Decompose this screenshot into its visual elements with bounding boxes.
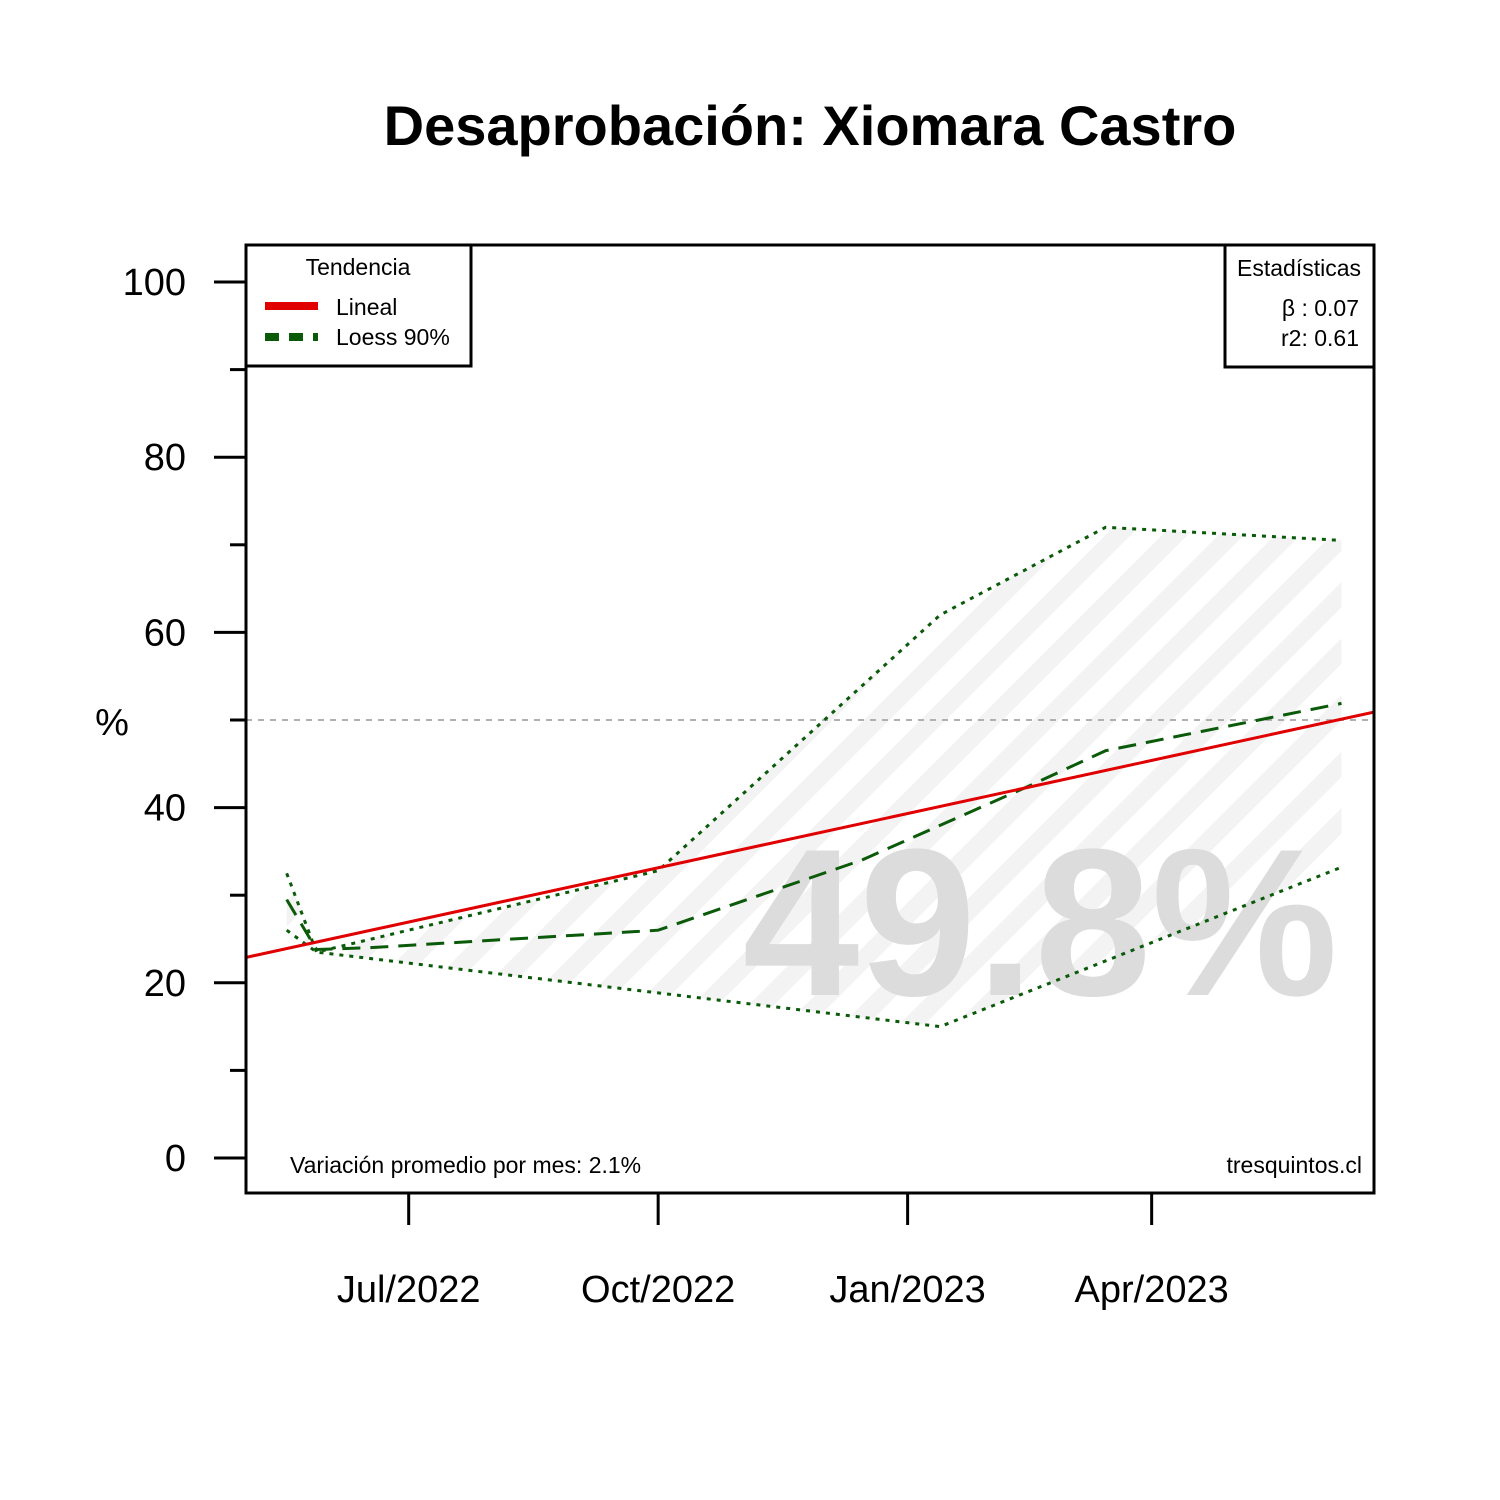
stats-box: Estadísticas β : 0.07 r2: 0.61: [1223, 243, 1376, 369]
x-tick-label-0: Jul/2022: [337, 1269, 481, 1311]
y-tick-label-40: 40: [144, 788, 186, 830]
legend-label-lineal: Lineal: [336, 294, 397, 320]
y-axis-label: %: [95, 702, 129, 744]
y-tick-label-100: 100: [123, 262, 186, 304]
legend-box: [244, 243, 473, 368]
x-tick-label-3: Apr/2023: [1075, 1269, 1229, 1311]
x-axis: Jul/2022 Oct/2022 Jan/2023 Apr/2023: [337, 1193, 1229, 1311]
footer-source: tresquintos.cl: [1226, 1152, 1362, 1178]
y-tick-label-80: 80: [144, 437, 186, 479]
legend: Tendencia Lineal Loess 90%: [244, 243, 473, 368]
stats-box-frame: [1223, 243, 1376, 369]
legend-title: Tendencia: [306, 254, 411, 280]
chart-title: Desaprobación: Xiomara Castro: [384, 94, 1237, 157]
loess-band-upper: [285, 525, 1342, 954]
footer-variation: Variación promedio por mes: 2.1%: [290, 1152, 641, 1178]
loess-band-lower: [285, 865, 1343, 1029]
y-tick-label-0: 0: [165, 1138, 186, 1180]
current-value-watermark: 49.8%: [743, 805, 1338, 1040]
y-axis: 0 20 40 60 80 100: [123, 262, 246, 1180]
stats-r2: r2: 0.61: [1281, 325, 1359, 351]
y-tick-label-20: 20: [144, 963, 186, 1005]
y-tick-label-60: 60: [144, 612, 186, 654]
plot-area: 49.8%: [246, 525, 1374, 1040]
series-loess-line: [285, 701, 1342, 952]
stats-beta: β : 0.07: [1282, 295, 1359, 321]
x-tick-label-2: Jan/2023: [829, 1269, 985, 1311]
stats-title: Estadísticas: [1237, 255, 1361, 281]
x-tick-label-1: Oct/2022: [581, 1269, 735, 1311]
confidence-band-fill: [286, 527, 1342, 1027]
series-lineal-line: [246, 710, 1374, 959]
legend-label-loess: Loess 90%: [336, 324, 450, 350]
